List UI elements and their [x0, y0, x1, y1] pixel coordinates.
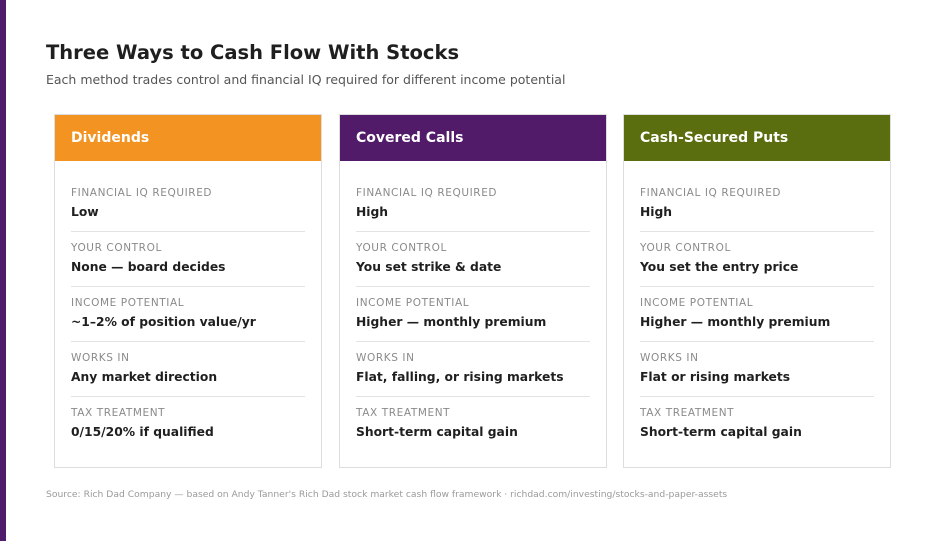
row-label: INCOME POTENTIAL	[640, 297, 754, 309]
card-cash-secured-puts: Cash-Secured Puts FINANCIAL IQ REQUIRED …	[623, 114, 891, 468]
row-label: YOUR CONTROL	[71, 242, 162, 254]
card-row: TAX TREATMENT Short-term capital gain	[640, 397, 874, 452]
row-value: Higher — monthly premium	[356, 315, 547, 329]
card-row: FINANCIAL IQ REQUIRED High	[356, 178, 590, 232]
row-value: Low	[71, 205, 99, 219]
card-row: YOUR CONTROL You set strike & date	[356, 232, 590, 287]
row-label: FINANCIAL IQ REQUIRED	[640, 187, 782, 199]
row-label: WORKS IN	[640, 352, 699, 364]
row-value: None — board decides	[71, 260, 226, 274]
card-row: FINANCIAL IQ REQUIRED High	[640, 178, 874, 232]
source-note: Source: Rich Dad Company — based on Andy…	[46, 489, 728, 500]
row-value: ~1–2% of position value/yr	[71, 315, 256, 329]
row-label: FINANCIAL IQ REQUIRED	[356, 187, 498, 199]
card-row: YOUR CONTROL You set the entry price	[640, 232, 874, 287]
card-row: YOUR CONTROL None — board decides	[71, 232, 305, 287]
row-value: Short-term capital gain	[640, 425, 802, 439]
card-body: FINANCIAL IQ REQUIRED High YOUR CONTROL …	[340, 161, 606, 452]
row-label: TAX TREATMENT	[640, 407, 735, 419]
card-body: FINANCIAL IQ REQUIRED Low YOUR CONTROL N…	[55, 161, 321, 452]
row-value: Flat, falling, or rising markets	[356, 370, 564, 384]
card-row: TAX TREATMENT 0/15/20% if qualified	[71, 397, 305, 452]
row-value: High	[640, 205, 673, 219]
page-subtitle: Each method trades control and financial…	[46, 72, 566, 87]
row-label: TAX TREATMENT	[71, 407, 166, 419]
card-dividends: Dividends FINANCIAL IQ REQUIRED Low YOUR…	[54, 114, 322, 468]
card-header: Cash-Secured Puts	[624, 115, 890, 161]
card-row: WORKS IN Any market direction	[71, 342, 305, 397]
card-row: TAX TREATMENT Short-term capital gain	[356, 397, 590, 452]
row-label: YOUR CONTROL	[640, 242, 731, 254]
row-label: WORKS IN	[71, 352, 130, 364]
page-title: Three Ways to Cash Flow With Stocks	[46, 41, 460, 64]
row-value: Any market direction	[71, 370, 218, 384]
row-label: FINANCIAL IQ REQUIRED	[71, 187, 213, 199]
card-row: WORKS IN Flat, falling, or rising market…	[356, 342, 590, 397]
card-row: INCOME POTENTIAL ~1–2% of position value…	[71, 287, 305, 342]
row-value: You set strike & date	[356, 260, 502, 274]
row-value: Short-term capital gain	[356, 425, 518, 439]
card-row: FINANCIAL IQ REQUIRED Low	[71, 178, 305, 232]
row-value: Higher — monthly premium	[640, 315, 831, 329]
card-body: FINANCIAL IQ REQUIRED High YOUR CONTROL …	[624, 161, 890, 452]
row-label: INCOME POTENTIAL	[71, 297, 185, 309]
row-value: Flat or rising markets	[640, 370, 791, 384]
row-value: You set the entry price	[640, 260, 799, 274]
row-value: High	[356, 205, 389, 219]
row-value: 0/15/20% if qualified	[71, 425, 214, 439]
card-header: Covered Calls	[340, 115, 606, 161]
card-row: INCOME POTENTIAL Higher — monthly premiu…	[356, 287, 590, 342]
card-covered-calls: Covered Calls FINANCIAL IQ REQUIRED High…	[339, 114, 607, 468]
row-label: INCOME POTENTIAL	[356, 297, 470, 309]
card-row: INCOME POTENTIAL Higher — monthly premiu…	[640, 287, 874, 342]
row-label: WORKS IN	[356, 352, 415, 364]
row-label: YOUR CONTROL	[356, 242, 447, 254]
row-label: TAX TREATMENT	[356, 407, 451, 419]
accent-rule	[0, 0, 6, 541]
card-row: WORKS IN Flat or rising markets	[640, 342, 874, 397]
card-header: Dividends	[55, 115, 321, 161]
